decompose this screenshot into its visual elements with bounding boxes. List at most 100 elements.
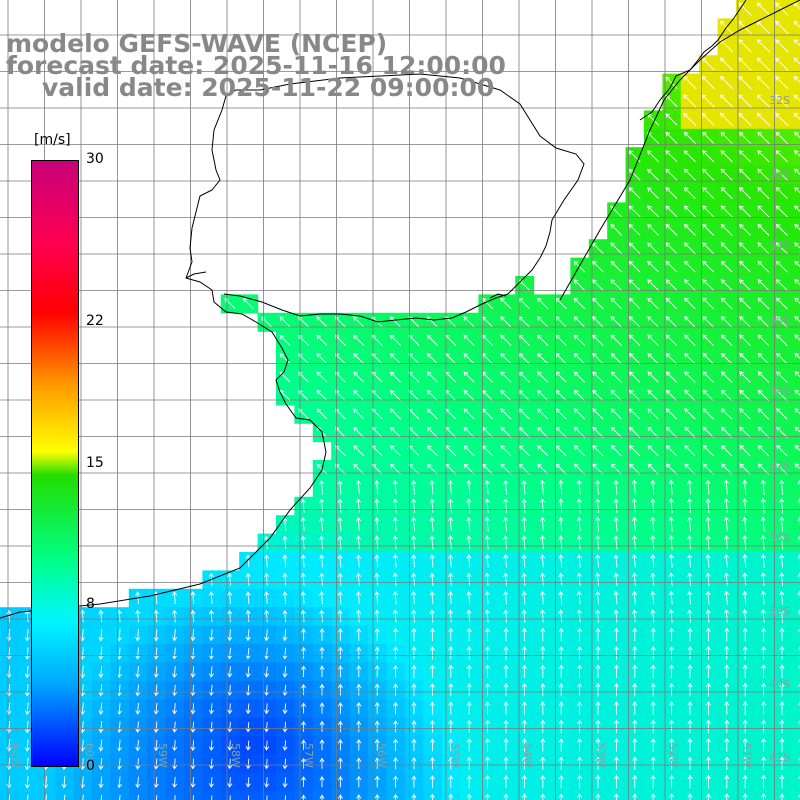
wind-arrow [503, 479, 509, 495]
wind-arrow [669, 645, 675, 660]
wind-arrow [687, 645, 693, 660]
wind-arrow [466, 609, 472, 623]
wind-arrow [485, 738, 491, 752]
wind-arrow [135, 665, 141, 679]
wind-arrow [647, 316, 659, 328]
wind-arrow [390, 445, 401, 457]
wind-arrow [448, 627, 454, 641]
wind-arrow [429, 554, 435, 568]
wind-arrow [761, 737, 767, 752]
wind-arrow [576, 554, 582, 568]
wind-arrow [719, 94, 734, 108]
wind-arrow [705, 774, 711, 789]
wind-arrow [646, 113, 660, 126]
wind-arrow [135, 721, 141, 734]
wind-arrow [337, 628, 343, 641]
wind-arrow [742, 737, 748, 752]
wind-arrow [595, 774, 601, 789]
wind-arrow [356, 646, 362, 659]
wind-arrow [503, 664, 509, 678]
wind-arrow [392, 516, 398, 532]
wind-arrow [135, 628, 141, 642]
wind-arrow [705, 682, 711, 697]
wind-arrow [172, 647, 178, 660]
wind-arrow [208, 777, 214, 788]
wind-arrow [610, 408, 622, 420]
wind-arrow [264, 629, 270, 642]
wind-arrow [429, 683, 435, 697]
speed-cell [791, 386, 800, 406]
model-title: modelo GEFS-WAVE (NCEP) [6, 29, 388, 58]
wind-arrow [610, 445, 622, 457]
wind-arrow [429, 646, 435, 660]
wind-arrow [631, 516, 637, 532]
wind-arrow [632, 793, 638, 800]
wind-arrow [429, 572, 435, 586]
wind-arrow [650, 645, 656, 660]
wind-arrow [742, 627, 748, 642]
wind-arrow [337, 591, 343, 605]
wind-arrow [665, 445, 678, 457]
wind-arrow [610, 260, 623, 273]
wind-arrow [392, 590, 398, 605]
wind-arrow [356, 702, 362, 714]
wind-arrow [6, 702, 12, 716]
wind-arrow [521, 756, 527, 770]
wind-arrow [650, 516, 656, 532]
wind-arrow [613, 609, 619, 623]
wind-arrow [760, 590, 766, 605]
wind-arrow [760, 534, 766, 550]
wind-arrow [24, 739, 30, 752]
wind-arrow [484, 572, 490, 586]
wind-arrow [719, 112, 734, 127]
wind-arrow [757, 426, 770, 438]
wind-arrow [794, 297, 800, 304]
wind-arrow [503, 627, 509, 642]
wind-arrow [172, 629, 178, 642]
wind-arrow [595, 554, 601, 568]
wind-arrow [301, 683, 307, 696]
wind-arrow [521, 516, 527, 532]
wind-arrow [448, 682, 454, 697]
wind-arrow [647, 242, 659, 255]
wind-arrow [724, 701, 730, 715]
wind-arrow [503, 701, 509, 715]
wind-arrow [448, 646, 454, 660]
valid-date: valid date: 2025-11-22 09:00:00 [42, 73, 495, 102]
wind-arrow [447, 498, 453, 513]
wind-arrow [757, 168, 770, 181]
wind-arrow [595, 572, 601, 586]
wind-arrow [6, 739, 12, 752]
wind-arrow [669, 737, 675, 752]
wind-arrow [669, 682, 675, 697]
wind-arrow [319, 498, 325, 513]
wind-arrow [337, 665, 343, 678]
wind-arrow [374, 498, 380, 513]
wind-arrow [334, 408, 346, 420]
wind-arrow [172, 666, 178, 678]
wind-arrow [172, 609, 178, 623]
wind-arrow [793, 20, 800, 28]
wind-arrow [684, 408, 696, 420]
wind-arrow [628, 187, 641, 200]
wind-arrow [576, 609, 582, 623]
wind-arrow [337, 794, 343, 800]
speed-cell [791, 36, 800, 56]
wind-arrow [227, 647, 233, 660]
wind-arrow [448, 719, 454, 733]
wind-arrow [466, 535, 472, 550]
wind-arrow [24, 609, 30, 623]
wind-arrow [319, 720, 325, 732]
wind-direction-arrows [6, 2, 800, 800]
wind-arrow [613, 774, 619, 789]
wind-arrow [555, 352, 567, 365]
wind-arrow [702, 297, 715, 310]
wind-arrow [555, 408, 567, 420]
wind-arrow [245, 629, 251, 642]
wind-arrow [723, 590, 730, 605]
wind-arrow [647, 279, 659, 291]
wind-arrow [702, 279, 715, 291]
wind-arrow [334, 371, 346, 383]
wind-arrow [447, 479, 453, 495]
wind-arrow [227, 609, 233, 623]
